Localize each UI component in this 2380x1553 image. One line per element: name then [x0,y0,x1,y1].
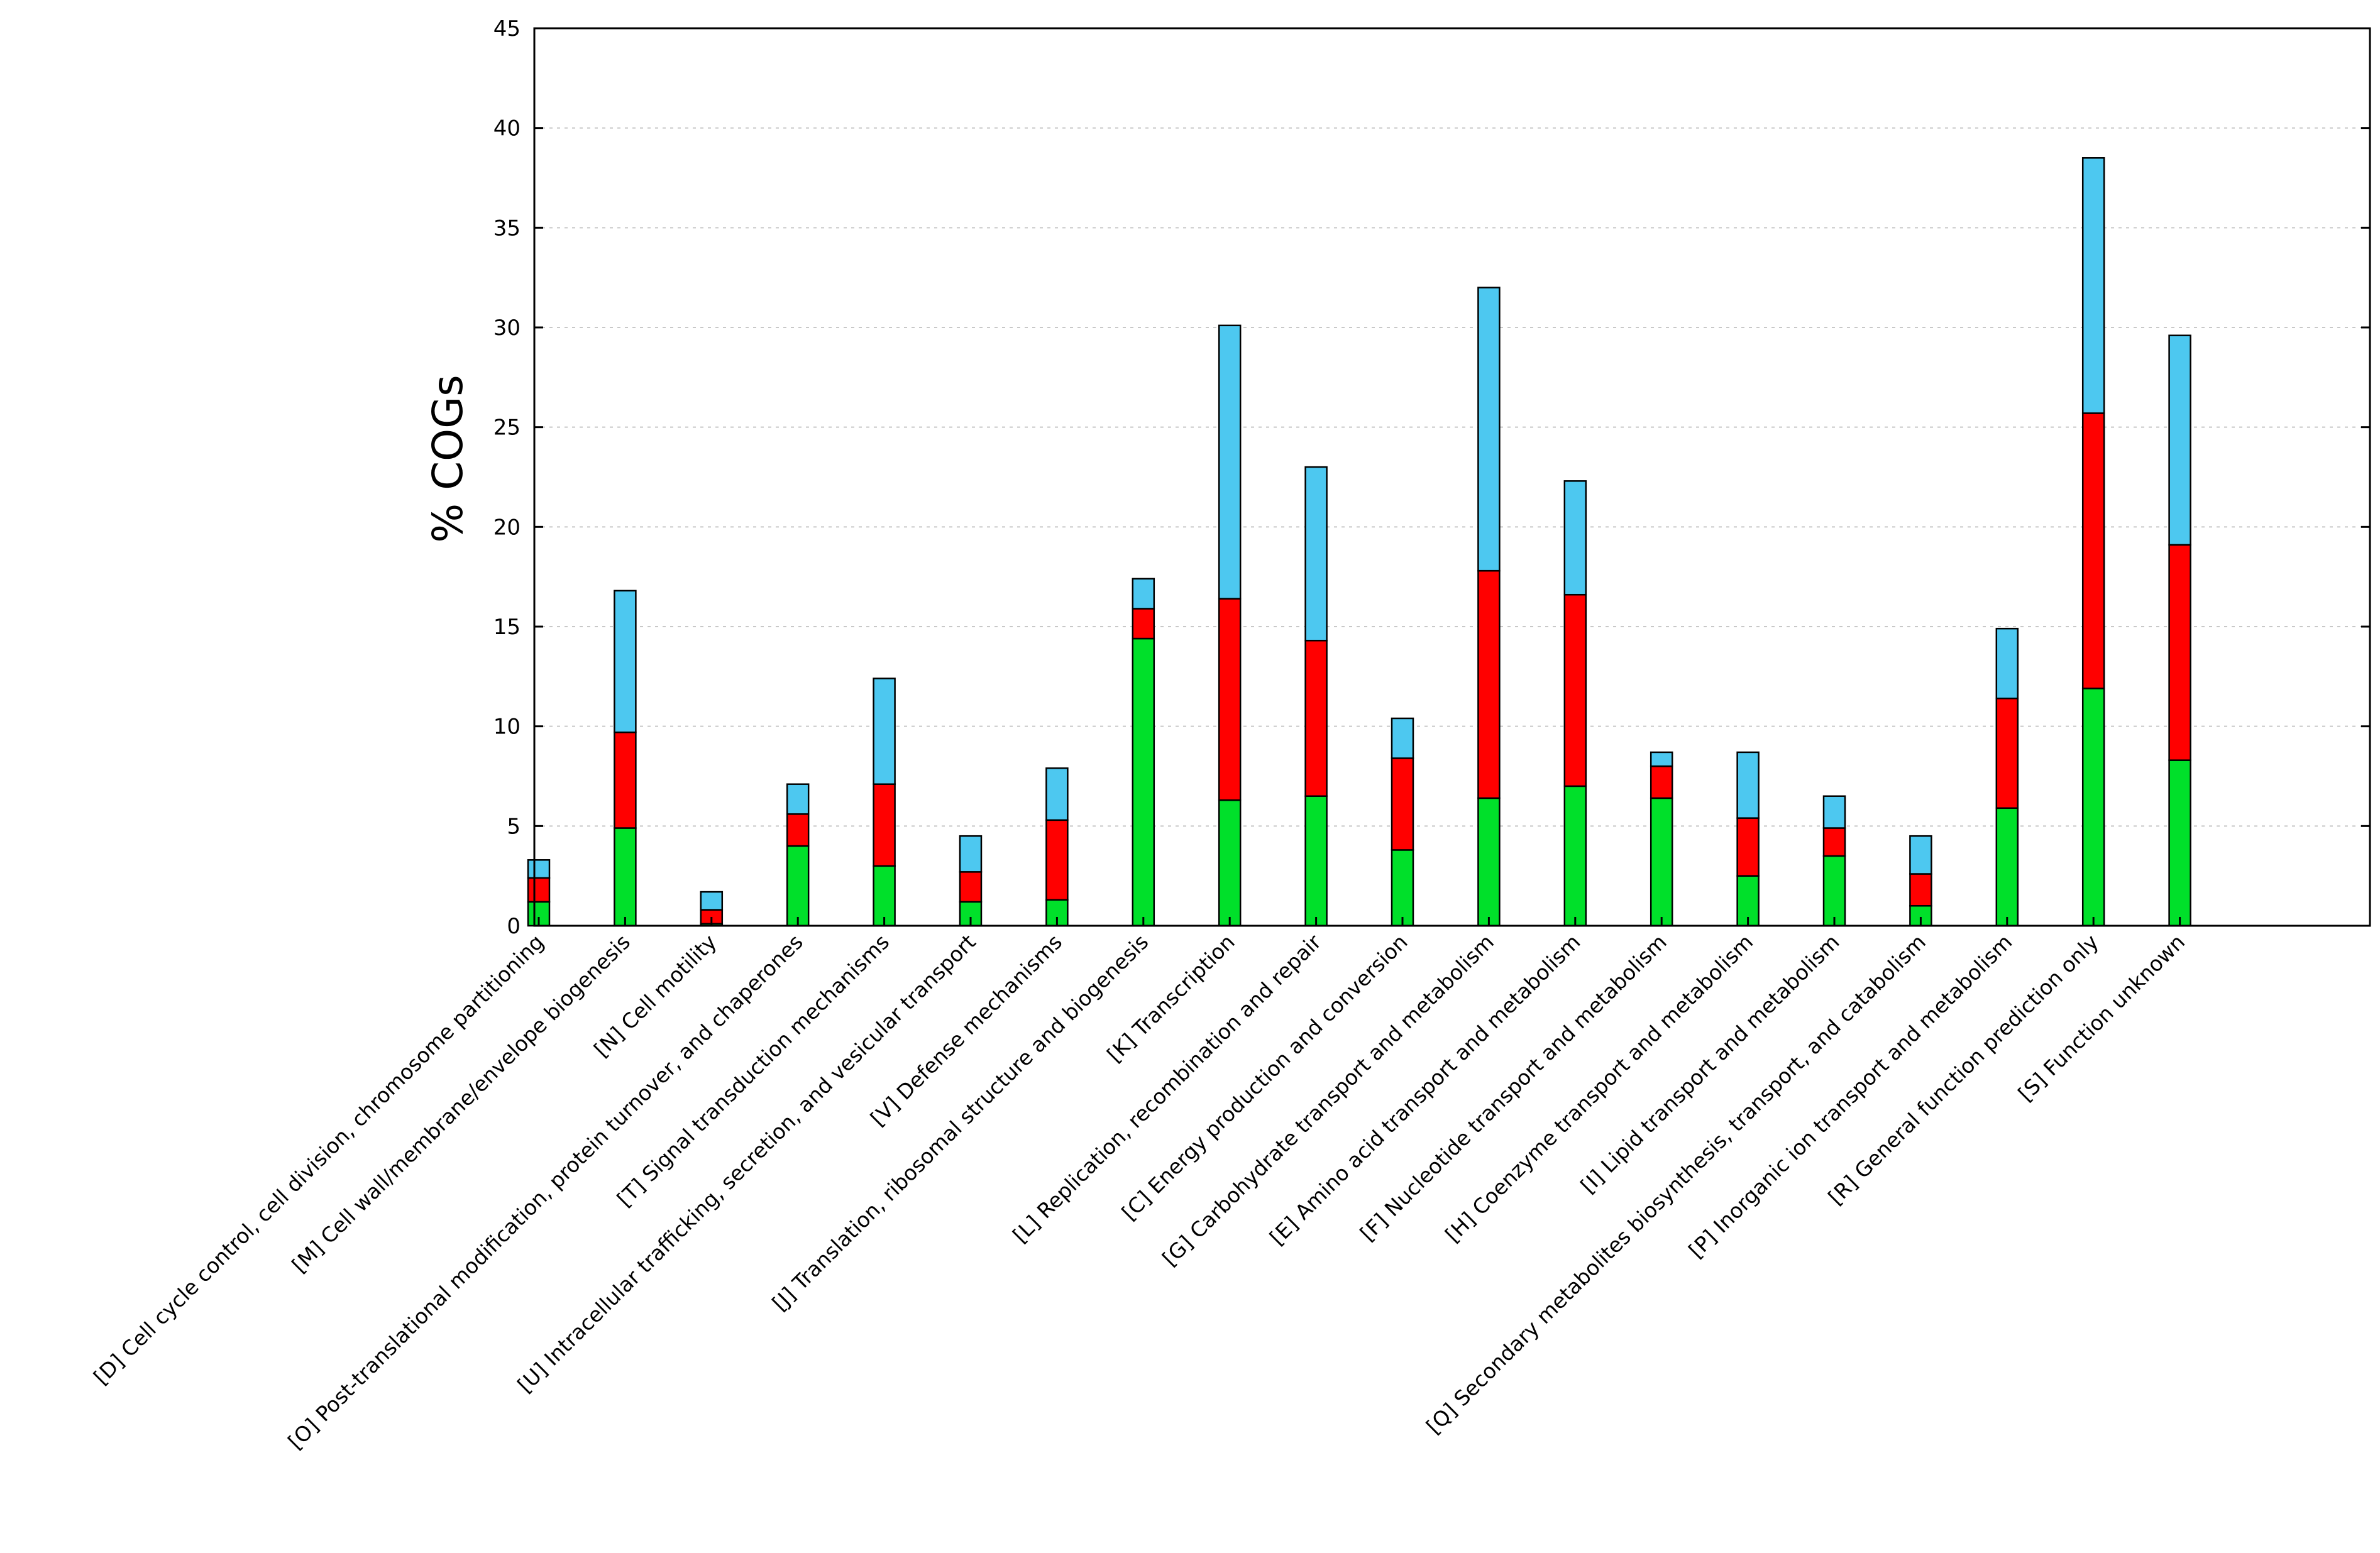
bar-segment-7-3 [1045,767,1069,821]
y-tick-label: 35 [493,216,521,241]
bar-segment-14-2 [1650,765,1673,799]
axes-layer [533,27,2371,927]
bar-segment-8-3 [1132,578,1155,610]
y-tick-label: 20 [493,515,521,540]
bar-segment-11-1 [1391,849,1414,927]
bar-segment-12-1 [1477,797,1501,927]
bar-segment-20-2 [2168,544,2191,761]
bar-segment-16-1 [1822,855,1846,927]
bar-segment-5-1 [873,865,896,927]
bar-segment-13-1 [1563,785,1587,927]
bar-segment-6-3 [959,835,983,873]
bar-segment-19-3 [2081,157,2105,414]
bar-segment-5-2 [873,783,896,867]
y-tick-label: 10 [493,715,521,740]
bar-segment-17-2 [1909,873,1932,907]
x-category-label: [D] Cell cycle control, cell division, c… [89,930,548,1389]
x-category-label: [H] Coenzyme transport and metabolism [1440,930,1758,1247]
bar-segment-12-2 [1477,569,1501,799]
x-category-label: [S] Function unknown [2014,930,2190,1106]
x-category-label: [E] Amino acid transport and metabolism [1265,930,1585,1249]
bars-layer [527,157,2191,927]
x-category-label: [F] Nucleotide transport and metabolism [1355,930,1672,1246]
bar-segment-4-1 [786,845,810,927]
bar-segment-2-1 [614,827,637,927]
y-tick-label: 15 [493,615,521,640]
bar-segment-4-2 [786,813,810,847]
y-tick-label: 25 [493,415,521,441]
bar-segment-10-3 [1304,466,1328,642]
bar-segment-20-1 [2168,759,2191,927]
bar-segment-1-2 [527,877,551,903]
y-axis-ticks: 0 5 10 15 20 25 30 35 40 45 [493,16,2370,939]
bar-segment-9-1 [1218,799,1242,927]
bar-segment-19-1 [2081,688,2105,927]
y-tick-label: 0 [507,914,521,939]
bar-segment-12-3 [1477,287,1501,572]
bar-segment-9-3 [1218,324,1242,600]
bar-segment-6-2 [959,871,983,903]
bar-segment-14-3 [1650,751,1673,767]
bar-segment-7-2 [1045,819,1069,901]
bar-segment-9-2 [1218,598,1242,801]
bar-segment-17-3 [1909,835,1932,875]
bar-segment-20-3 [2168,334,2191,546]
bar-segment-18-2 [1995,697,2019,809]
bar-segment-15-3 [1736,751,1760,819]
bar-segment-10-2 [1304,639,1328,797]
x-axis-category-labels: [D] Cell cycle control, cell division, c… [89,917,2190,1454]
bar-segment-11-3 [1391,717,1414,759]
bar-segment-2-3 [614,590,637,733]
y-tick-label: 5 [507,814,521,839]
x-category-label: [M] Cell wall/membrane/envelope biogenes… [287,930,635,1277]
y-tick-label: 30 [493,316,521,341]
bar-segment-13-2 [1563,593,1587,787]
bar-segment-8-1 [1132,637,1155,927]
bar-segment-8-2 [1132,608,1155,640]
bar-segment-2-2 [614,731,637,829]
bar-segment-16-3 [1822,795,1846,829]
bar-segment-1-3 [527,859,551,879]
y-tick-label: 40 [493,116,521,141]
bar-segment-4-3 [786,783,810,815]
bar-segment-19-2 [2081,412,2105,689]
bar-segment-11-2 [1391,757,1414,851]
bar-segment-13-3 [1563,480,1587,596]
bar-segment-15-2 [1736,817,1760,877]
bar-segment-18-3 [1995,627,2019,700]
x-category-label: [G] Carbohydrate transport and metabolis… [1157,930,1499,1271]
plot-border [533,27,2371,927]
bar-segment-3-3 [700,891,724,911]
bar-segment-14-1 [1650,797,1673,927]
bar-segment-16-2 [1822,827,1846,857]
bar-segment-10-1 [1304,795,1328,927]
y-axis-label: % COGs [424,375,472,542]
bar-segment-5-3 [873,678,896,785]
bar-segment-18-1 [1995,807,2019,927]
y-tick-label: 45 [493,16,521,41]
x-category-label: [P] Inorganic ion transport and metaboli… [1683,930,2017,1263]
x-category-label: [L] Replication, recombination and repai… [1008,930,1326,1248]
